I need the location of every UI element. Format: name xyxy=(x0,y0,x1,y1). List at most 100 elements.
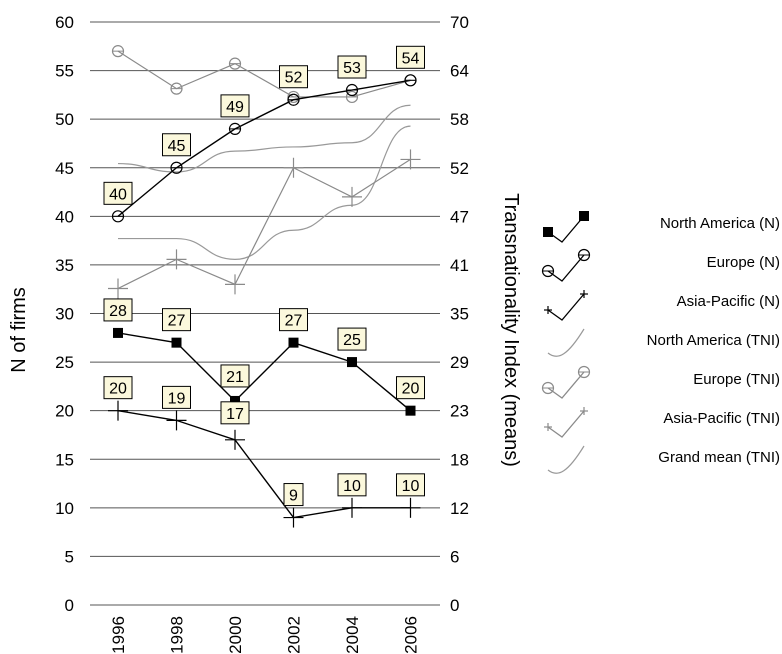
data-label-box xyxy=(279,308,308,332)
data-label-box xyxy=(337,327,367,351)
legend-marker xyxy=(544,423,552,431)
series-marker xyxy=(283,507,304,528)
legend-item: Europe (N) xyxy=(541,248,780,282)
data-label-box xyxy=(337,473,367,497)
series-marker xyxy=(287,93,300,106)
series-line xyxy=(117,409,411,519)
legend-label: Europe (TNI) xyxy=(693,371,780,388)
legend-swatch xyxy=(547,215,585,243)
series-marker xyxy=(400,497,421,518)
right-y-tick-label: 6 xyxy=(450,547,459,566)
data-label: 25 xyxy=(343,332,361,349)
data-label-box xyxy=(103,376,133,400)
data-label-box xyxy=(162,308,191,332)
data-label-box xyxy=(220,94,250,118)
left-y-tick-label: 10 xyxy=(55,499,74,518)
x-tick-labels: 1996 1998 2000 2002 2004 2006 xyxy=(109,616,421,654)
legend-swatch xyxy=(547,293,585,321)
legend-swatch xyxy=(547,445,585,474)
series-line xyxy=(117,125,411,260)
series-marker xyxy=(225,429,245,450)
legend-marker xyxy=(577,365,591,379)
right-y-tick-label: 58 xyxy=(450,110,469,129)
x-tick-label: 1998 xyxy=(168,616,187,654)
x-tick-label: 2000 xyxy=(226,616,245,654)
legend-marker xyxy=(580,290,588,298)
series-marker xyxy=(108,400,128,421)
right-y-tick-label: 35 xyxy=(450,305,469,324)
left-y-tick-label: 60 xyxy=(55,13,74,32)
series-marker xyxy=(170,82,183,95)
data-label-box xyxy=(283,483,304,507)
series-marker xyxy=(342,186,362,207)
data-label: 28 xyxy=(109,303,127,320)
legend-label: Grand mean (TNI) xyxy=(658,449,780,466)
data-labels: 28 27 21 27 25 20 40 45 49 52 53 54 20 19 17 9 10 10 xyxy=(103,45,425,507)
data-label: 10 xyxy=(343,478,361,495)
left-y-tick-labels: 0 5 10 15 20 25 30 35 40 45 50 55 60 xyxy=(55,13,74,615)
left-y-tick-label: 20 xyxy=(55,402,74,421)
right-y-tick-label: 52 xyxy=(450,159,469,178)
legend-marker xyxy=(543,227,553,237)
series-line xyxy=(117,50,411,98)
series-line xyxy=(117,332,411,412)
legend-item: Grand mean (TNI) xyxy=(547,445,780,474)
data-label-box xyxy=(162,385,191,409)
data-label: 40 xyxy=(109,186,127,203)
legend-marker xyxy=(544,306,552,314)
data-label-box xyxy=(396,473,425,497)
series-marker xyxy=(113,327,123,338)
legend-swatch xyxy=(547,371,585,399)
right-y-tick-label: 70 xyxy=(450,13,469,32)
data-label: 20 xyxy=(402,381,420,398)
legend-item: Asia-Pacific (N) xyxy=(544,290,780,321)
series-marker xyxy=(405,405,416,416)
legend-item: Europe (TNI) xyxy=(541,365,780,399)
series-marker xyxy=(230,395,240,406)
legend-swatch xyxy=(547,410,585,438)
series-marker xyxy=(166,410,187,431)
left-y-tick-label: 35 xyxy=(55,256,74,275)
legend-label: North America (N) xyxy=(660,215,780,232)
right-y-tick-label: 18 xyxy=(450,450,469,469)
left-y-tick-label: 25 xyxy=(55,353,74,372)
legend-marker xyxy=(579,211,589,221)
series-marker xyxy=(225,274,245,295)
series-marker xyxy=(228,122,242,135)
data-label: 45 xyxy=(168,138,186,155)
data-label-box xyxy=(396,45,425,69)
left-y-tick-label: 40 xyxy=(55,207,74,226)
right-y-axis-title: Transnationality Index (means) xyxy=(500,193,522,467)
series-marker xyxy=(170,161,183,174)
right-y-tick-label: 64 xyxy=(450,62,469,81)
left-y-tick-label: 45 xyxy=(55,159,74,178)
data-label: 27 xyxy=(168,313,186,330)
legend-marker xyxy=(541,264,555,278)
series-line xyxy=(117,158,411,290)
series-marker xyxy=(111,45,125,58)
data-label: 27 xyxy=(285,313,303,330)
data-label-box xyxy=(337,55,367,79)
gridlines xyxy=(90,21,440,606)
right-y-tick-label: 41 xyxy=(450,256,469,275)
series-marker xyxy=(288,337,299,348)
legend-marker xyxy=(541,381,555,395)
legend-label: Asia-Pacific (TNI) xyxy=(663,410,780,427)
series-marker xyxy=(345,83,359,97)
right-y-tick-label: 0 xyxy=(450,596,459,615)
data-label-box xyxy=(220,401,250,425)
left-y-tick-label: 5 xyxy=(65,547,74,566)
left-y-tick-label: 55 xyxy=(55,62,74,81)
right-y-tick-label: 23 xyxy=(450,402,469,421)
right-y-tick-labels: 0 6 12 18 23 29 35 41 47 52 58 64 70 xyxy=(450,13,469,615)
data-label: 10 xyxy=(402,478,420,495)
legend: North America (N) Europe (N) Asia-Pacific … xyxy=(541,211,780,474)
legend-label: Europe (N) xyxy=(707,254,780,271)
legend-marker xyxy=(577,248,591,262)
data-label-box xyxy=(162,133,191,157)
left-y-tick-label: 30 xyxy=(55,305,74,324)
left-y-tick-label: 0 xyxy=(65,596,74,615)
data-label-box xyxy=(279,65,308,89)
x-tick-label: 2002 xyxy=(285,616,304,654)
